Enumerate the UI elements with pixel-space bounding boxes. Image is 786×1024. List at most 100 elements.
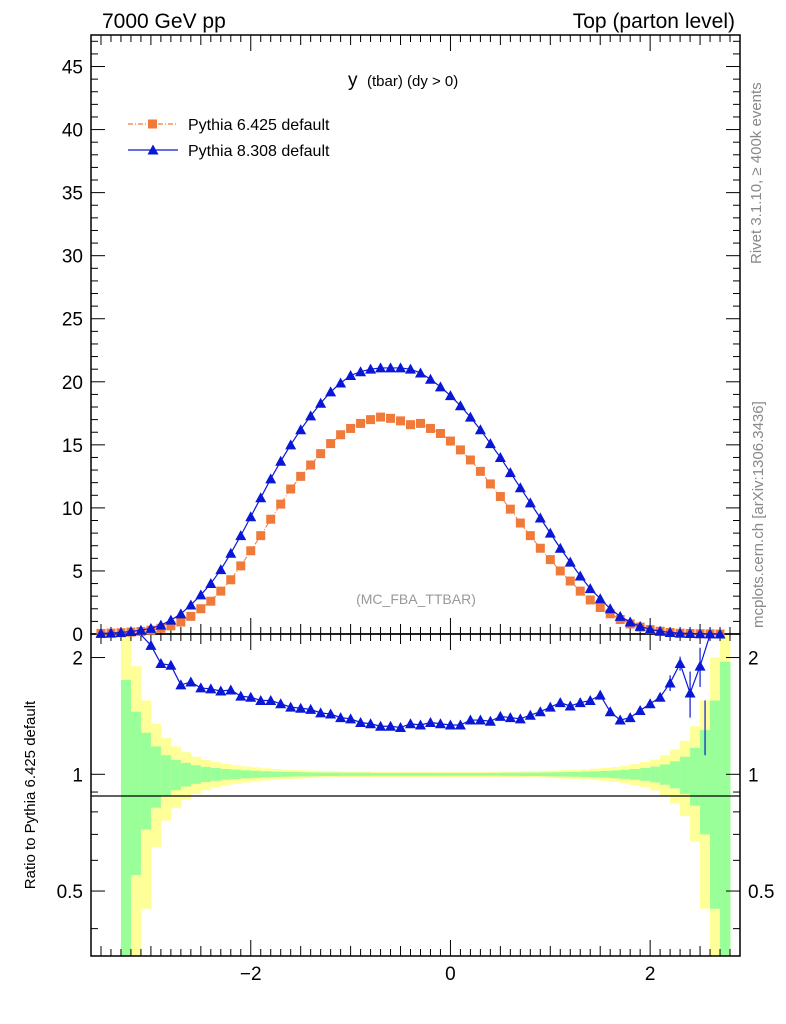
band-inner-bin	[610, 770, 621, 779]
main-ytick-label: 35	[62, 184, 83, 205]
ratio-point-pythia8	[245, 691, 257, 702]
ratio-point-pythia8	[604, 706, 616, 717]
point-pythia6	[396, 416, 406, 426]
point-pythia8	[265, 473, 277, 484]
point-pythia8	[255, 492, 267, 503]
point-pythia8	[574, 570, 586, 581]
band-inner-bin	[310, 772, 322, 777]
ratio-point-pythia8	[634, 705, 646, 716]
ratio-point-pythia8	[365, 718, 377, 729]
ratio-point-pythia8	[474, 714, 486, 725]
point-pythia6	[176, 617, 186, 627]
point-pythia8	[345, 369, 357, 380]
point-pythia6	[555, 566, 565, 576]
band-inner-bin	[450, 772, 461, 776]
ratio-plot-frame	[90, 633, 741, 957]
point-pythia6	[166, 621, 176, 631]
main-ytick-label: 10	[62, 499, 83, 520]
legend-label-pythia6: Pythia 6.425 default	[188, 117, 330, 134]
point-pythia8	[135, 624, 147, 635]
point-pythia8	[514, 482, 526, 493]
band-inner-bin	[660, 764, 671, 785]
point-pythia6	[545, 555, 555, 565]
point-pythia8	[175, 608, 187, 619]
point-pythia6	[595, 603, 605, 613]
header-right: Top (parton level)	[573, 10, 735, 33]
point-pythia8	[365, 363, 377, 374]
band-inner-bin	[320, 772, 332, 776]
band-inner-bin	[670, 761, 681, 789]
main-ytick-label: 0	[72, 625, 83, 646]
ratio-point-pythia8	[644, 698, 656, 709]
band-inner-bin	[200, 766, 212, 783]
ratio-point-pythia8	[205, 683, 217, 694]
watermark: (MC_FBA_TTBAR)	[356, 591, 476, 607]
point-pythia6	[465, 455, 475, 465]
point-pythia8	[654, 625, 666, 636]
band-inner-bin	[120, 680, 132, 956]
band-inner-bin	[550, 772, 561, 777]
point-pythia8	[644, 623, 656, 634]
point-pythia6	[336, 430, 346, 440]
point-pythia8	[564, 556, 576, 567]
main-ytick-label: 25	[62, 310, 83, 331]
point-pythia6	[525, 531, 535, 541]
band-inner-bin	[540, 772, 551, 777]
axis-ticks	[90, 35, 740, 956]
ratio-point-pythia8	[215, 685, 227, 696]
point-pythia6	[376, 412, 386, 422]
ratio-ytick-label: 1	[72, 765, 83, 786]
main-ytick-label: 15	[62, 436, 83, 457]
ratio-point-pythia8	[385, 720, 397, 731]
point-pythia8	[405, 363, 417, 374]
ratio-point-pythia8	[424, 716, 436, 727]
point-pythia6	[256, 531, 266, 541]
legend-label-pythia8: Pythia 8.308 default	[188, 143, 330, 160]
ratio-point-pythia8	[155, 658, 167, 669]
ratio-point-pythia8	[514, 713, 526, 724]
point-pythia8	[454, 400, 466, 411]
header-left: 7000 GeV pp	[102, 10, 226, 33]
point-pythia8	[484, 438, 496, 449]
band-inner-bin	[180, 762, 192, 787]
band-inner-bin	[470, 772, 481, 776]
data-series	[95, 362, 726, 756]
point-pythia8	[624, 616, 636, 627]
band-inner-bin	[490, 772, 501, 776]
point-pythia6	[495, 492, 505, 502]
ratio-point-pythia8	[694, 660, 706, 671]
ratio-ytick-label-right: 0.5	[748, 882, 774, 903]
band-inner-bin	[500, 772, 511, 776]
band-inner-bin	[600, 770, 611, 778]
point-pythia6	[605, 609, 615, 619]
band-inner-bin	[150, 746, 162, 808]
ratio-point-pythia8	[654, 691, 666, 702]
point-pythia6	[515, 518, 525, 528]
point-pythia6	[296, 471, 306, 481]
band-inner-bin	[510, 772, 521, 776]
point-pythia8	[704, 628, 716, 639]
point-pythia6	[585, 595, 595, 605]
point-pythia8	[634, 620, 646, 631]
band-inner-bin	[340, 772, 351, 776]
ratio-point-pythia8	[285, 701, 297, 712]
ratio-point-pythia8	[614, 714, 626, 725]
ratio-point-pythia8	[444, 719, 456, 730]
mcplots-label: mcplots.cern.ch [arXiv:1306.3436]	[750, 401, 767, 628]
rivet-label: Rivet 3.1.10, ≥ 400k events	[748, 82, 765, 264]
point-pythia8	[235, 530, 247, 541]
ratio-point-pythia8	[145, 639, 157, 650]
ratio-point-pythia8	[295, 702, 307, 713]
point-pythia8	[434, 381, 446, 392]
band-inner-bin	[330, 772, 342, 776]
point-pythia8	[494, 451, 506, 462]
band-inner-bin	[580, 771, 591, 778]
ratio-point-pythia8	[195, 682, 207, 693]
band-inner-bin	[170, 759, 182, 791]
point-pythia8	[95, 627, 107, 638]
point-pythia6	[425, 423, 435, 433]
band-inner-bin	[250, 770, 262, 778]
band-inner-bin	[380, 772, 391, 776]
point-pythia6	[485, 479, 495, 489]
point-pythia8	[215, 564, 227, 575]
